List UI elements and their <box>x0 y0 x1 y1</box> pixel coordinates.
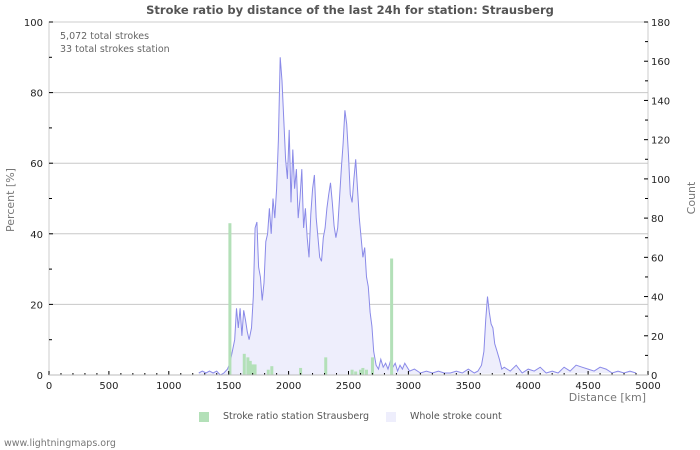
count-area-fill <box>198 57 637 376</box>
right-tick-label: 40 <box>651 293 664 304</box>
ratio-bar <box>370 357 374 375</box>
count-line <box>198 57 637 376</box>
ratio-bar <box>358 369 362 375</box>
right-tick-label: 100 <box>651 175 670 186</box>
legend-count-label: Whole stroke count <box>410 411 502 422</box>
x-tick-label: 1500 <box>216 381 241 392</box>
ratio-bar <box>390 258 394 375</box>
ratio-bar <box>299 367 303 375</box>
count-area-series <box>198 57 637 376</box>
x-axis-title: Distance [km] <box>569 391 646 404</box>
ratio-bar <box>253 364 257 375</box>
chart-title: Stroke ratio by distance of the last 24h… <box>146 3 554 17</box>
right-tick-label: 120 <box>651 136 670 147</box>
x-tick-label: 3000 <box>396 381 421 392</box>
legend-item-count[interactable]: Whole stroke count <box>386 411 502 422</box>
left-axis-title: Percent [%] <box>4 168 17 232</box>
ratio-bar <box>251 364 255 375</box>
x-tick-label: 1000 <box>156 381 181 392</box>
x-tick-label: 0 <box>46 381 52 392</box>
ratio-bar <box>242 353 246 375</box>
ratio-bar <box>361 367 365 375</box>
left-tick-label: 0 <box>37 371 43 382</box>
right-tick-label: 80 <box>651 214 664 225</box>
ratio-swatch-icon <box>199 411 209 422</box>
left-tick-label: 40 <box>30 230 43 241</box>
ratio-bar <box>364 369 368 375</box>
right-axis-title: Count <box>685 181 698 214</box>
right-tick-label: 20 <box>651 332 664 343</box>
right-tick-label: 160 <box>651 57 670 68</box>
legend-ratio-label: Stroke ratio station Strausberg <box>223 411 370 422</box>
ratio-bar <box>354 371 358 375</box>
left-tick-label: 60 <box>30 159 43 170</box>
ratio-bar-series <box>228 223 394 375</box>
x-tick-label: 2000 <box>276 381 301 392</box>
ratio-bar <box>324 357 328 375</box>
ratio-bar <box>246 357 250 375</box>
ratio-bar <box>270 366 274 375</box>
right-tick-label: 0 <box>651 371 657 382</box>
source-credit: www.lightningmaps.org <box>4 438 116 449</box>
left-tick-label: 20 <box>30 300 43 311</box>
ratio-bar <box>266 369 270 375</box>
x-tick-label: 500 <box>99 381 118 392</box>
x-tick-label: 4000 <box>515 381 540 392</box>
total-strokes-text: 5,072 total strokes <box>60 31 150 42</box>
ratio-bar <box>350 369 354 375</box>
x-tick-label: 3500 <box>456 381 481 392</box>
x-tick-label: 2500 <box>336 381 361 392</box>
ratio-bar <box>228 223 232 375</box>
stroke-summary: 5,072 total strokes 33 total strokes sta… <box>60 30 170 56</box>
ratio-bar <box>248 360 252 375</box>
legend-item-ratio[interactable]: Stroke ratio station Strausberg <box>199 411 369 422</box>
right-tick-label: 60 <box>651 253 664 264</box>
left-tick-label: 80 <box>30 89 43 100</box>
right-tick-label: 180 <box>651 18 670 29</box>
x-tick-label: 4500 <box>575 381 600 392</box>
station-strokes-text: 33 total strokes station <box>60 44 170 55</box>
x-tick-label: 5000 <box>635 381 660 392</box>
right-tick-label: 140 <box>651 96 670 107</box>
count-swatch-icon <box>386 411 396 422</box>
left-tick-label: 100 <box>24 18 43 29</box>
